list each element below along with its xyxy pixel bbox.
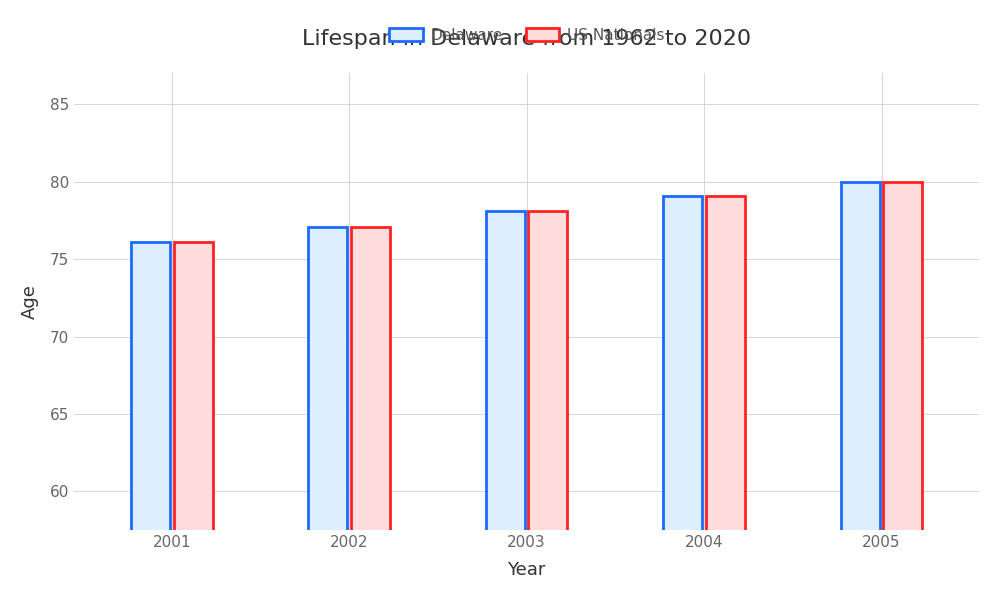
Bar (663, 196, 702, 600)
Title: Lifespan in Delaware from 1962 to 2020: Lifespan in Delaware from 1962 to 2020 (302, 29, 751, 49)
Bar (841, 182, 880, 600)
Bar (883, 182, 922, 600)
X-axis label: Year: Year (507, 561, 546, 579)
Bar (486, 211, 525, 600)
Bar (174, 242, 213, 600)
Bar (131, 242, 170, 600)
Bar (528, 211, 567, 600)
Bar (706, 196, 745, 600)
Y-axis label: Age: Age (21, 284, 39, 319)
Legend: Delaware, US Nationals: Delaware, US Nationals (383, 22, 670, 49)
Bar (351, 227, 390, 600)
Bar (308, 227, 347, 600)
